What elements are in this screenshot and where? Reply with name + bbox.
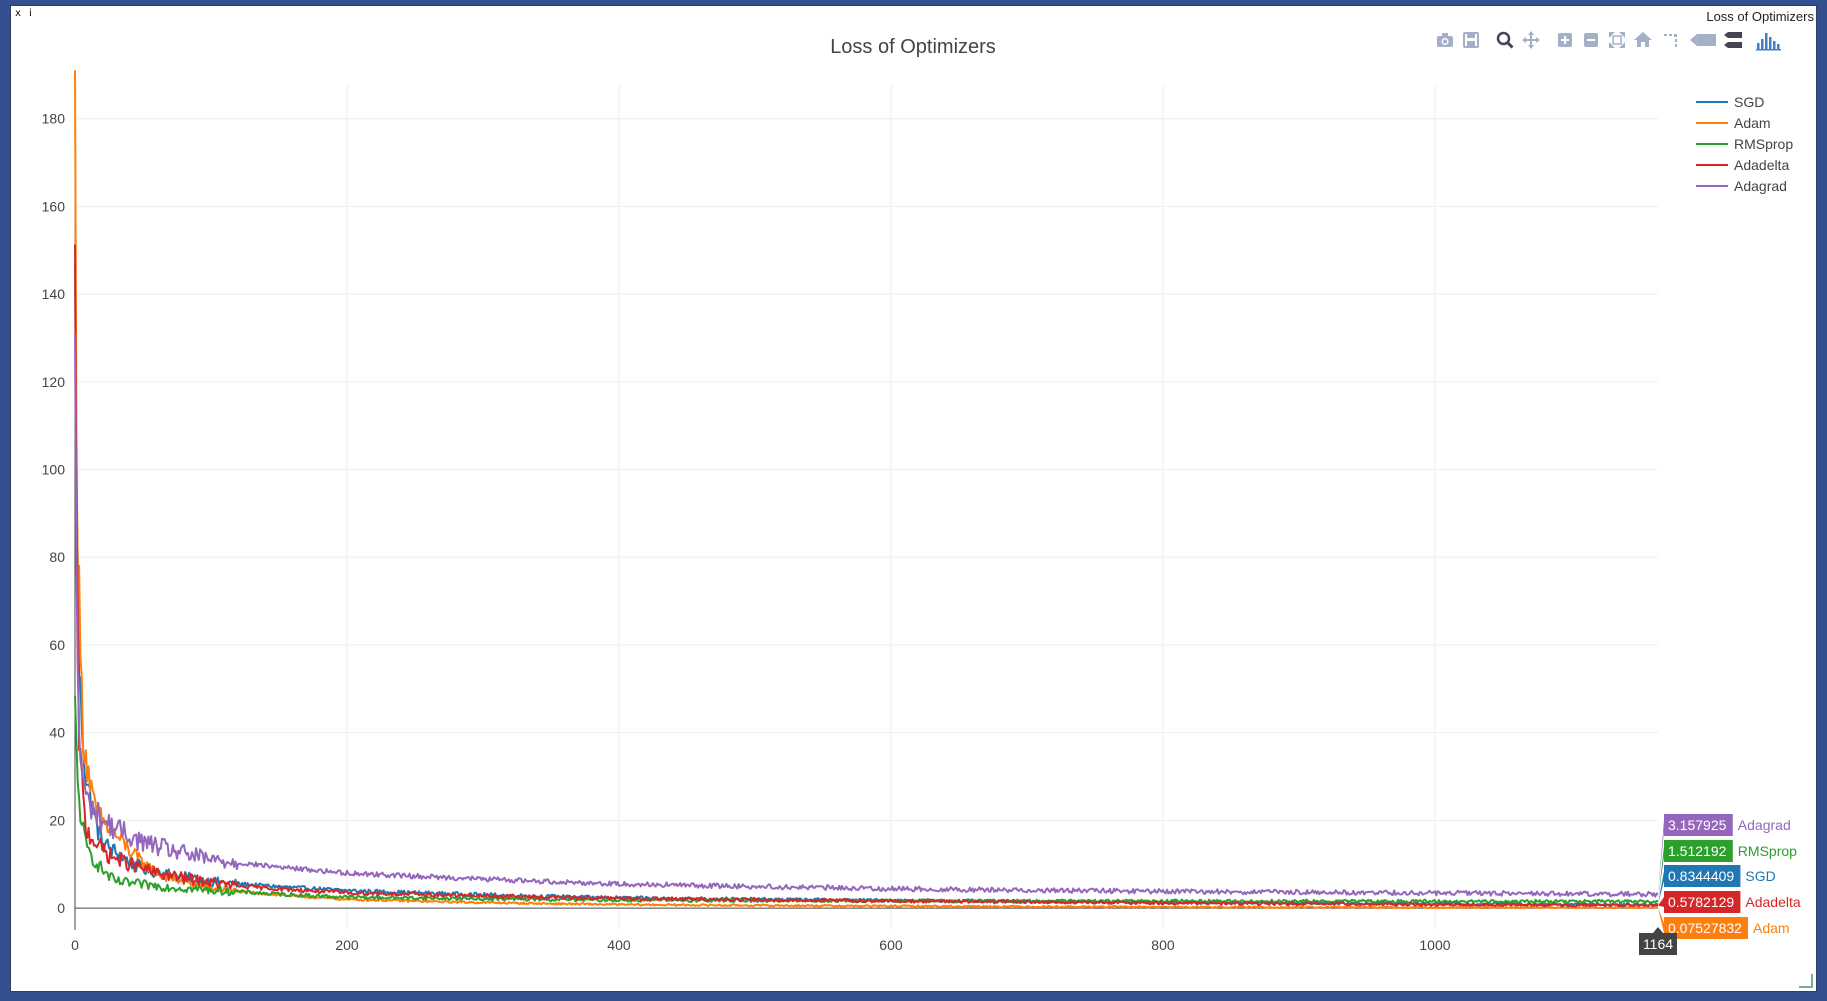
hover-value-box <box>1664 840 1733 862</box>
series-line-adam[interactable] <box>74 70 1659 910</box>
x-tick-label: 600 <box>879 937 903 953</box>
y-tick-label: 160 <box>42 198 66 214</box>
chart-window: x i Loss of Optimizers <box>10 5 1817 992</box>
y-tick-label: 0 <box>57 900 65 916</box>
legend-item-sgd[interactable]: SGD <box>1734 94 1764 110</box>
hover-name-rmsprop: RMSprop <box>1738 843 1797 859</box>
home-icon[interactable] <box>1632 29 1654 51</box>
axes <box>74 78 1658 930</box>
x-hover-label: 1164 <box>1643 936 1673 952</box>
hover-name-adadelta: Adadelta <box>1745 894 1800 910</box>
close-icon[interactable]: x <box>15 8 22 19</box>
window-title: Loss of Optimizers <box>1706 9 1814 24</box>
axis-ticks: 0 20 40 60 80 100 120 140 160 180 0 200 400 600 800 100… <box>42 111 1451 953</box>
series-line-adagrad[interactable] <box>74 333 1659 898</box>
legend-item-adam[interactable]: Adam <box>1734 115 1771 131</box>
hover-name-sgd: SGD <box>1745 868 1775 884</box>
series-line-adadelta[interactable] <box>74 244 1659 908</box>
grid <box>75 85 1658 930</box>
x-tick-label: 0 <box>71 937 79 953</box>
hover-value-rmsprop: 1.512192 <box>1668 843 1727 859</box>
y-tick-label: 100 <box>42 462 66 478</box>
camera-icon[interactable] <box>1434 29 1456 51</box>
x-tick-label: 200 <box>335 937 359 953</box>
series-line-rmsprop[interactable] <box>74 695 1659 904</box>
x-tick-label: 400 <box>607 937 631 953</box>
hover-value-box <box>1664 917 1748 939</box>
zoom-in-icon[interactable] <box>1554 29 1576 51</box>
y-tick-label: 60 <box>49 637 65 653</box>
y-tick-label: 20 <box>49 812 65 828</box>
info-icon[interactable]: i <box>29 8 32 19</box>
series-line-sgd[interactable] <box>74 261 1659 907</box>
save-icon[interactable] <box>1460 29 1482 51</box>
zoom-icon[interactable] <box>1494 29 1516 51</box>
hover-value-adagrad: 3.157925 <box>1668 817 1727 833</box>
modebar <box>1434 29 1804 51</box>
hover-pointer <box>1658 897 1664 907</box>
x-hover-box <box>1639 933 1677 955</box>
hover-name-adam: Adam <box>1753 920 1790 936</box>
resize-grip[interactable] <box>1799 974 1813 988</box>
hover-value-sgd: 0.8344409 <box>1668 868 1734 884</box>
y-tick-label: 40 <box>49 725 65 741</box>
x-hover-pointer <box>1653 927 1663 933</box>
hover-pointer <box>1658 820 1664 895</box>
hover-value-box <box>1664 814 1733 836</box>
hover-value-adadelta: 0.5782129 <box>1668 894 1734 910</box>
hover-value-box <box>1664 865 1741 887</box>
hover-value-box <box>1664 891 1741 913</box>
series <box>74 70 1659 910</box>
y-tick-label: 80 <box>49 549 65 565</box>
autoscale-icon[interactable] <box>1606 29 1628 51</box>
legend-item-rmsprop[interactable]: RMSprop <box>1734 136 1793 152</box>
y-tick-label: 180 <box>42 111 66 127</box>
zoom-out-icon[interactable] <box>1580 29 1602 51</box>
spike-lines-icon[interactable] <box>1660 29 1682 51</box>
plotly-logo-icon[interactable] <box>1754 29 1784 51</box>
y-tick-label: 120 <box>42 374 66 390</box>
x-tick-label: 800 <box>1151 937 1175 953</box>
hover-compare-icon[interactable] <box>1722 29 1744 51</box>
hover-closest-icon[interactable] <box>1688 29 1718 51</box>
legend-item-adadelta[interactable]: Adadelta <box>1734 157 1789 173</box>
hover-pointer <box>1658 846 1664 902</box>
legend-item-adagrad[interactable]: Adagrad <box>1734 178 1787 194</box>
hover-pointer <box>1658 907 1664 933</box>
hover-value-adam: 0.07527832 <box>1668 920 1742 936</box>
y-tick-label: 140 <box>42 286 66 302</box>
x-tick-label: 1000 <box>1419 937 1450 953</box>
hover-name-adagrad: Adagrad <box>1738 817 1791 833</box>
chart-title: Loss of Optimizers <box>830 36 996 58</box>
legend[interactable]: SGD Adam RMSprop Adadelta Adagrad <box>1680 88 1795 198</box>
hover-pointer <box>1658 871 1664 905</box>
pan-icon[interactable] <box>1520 29 1542 51</box>
